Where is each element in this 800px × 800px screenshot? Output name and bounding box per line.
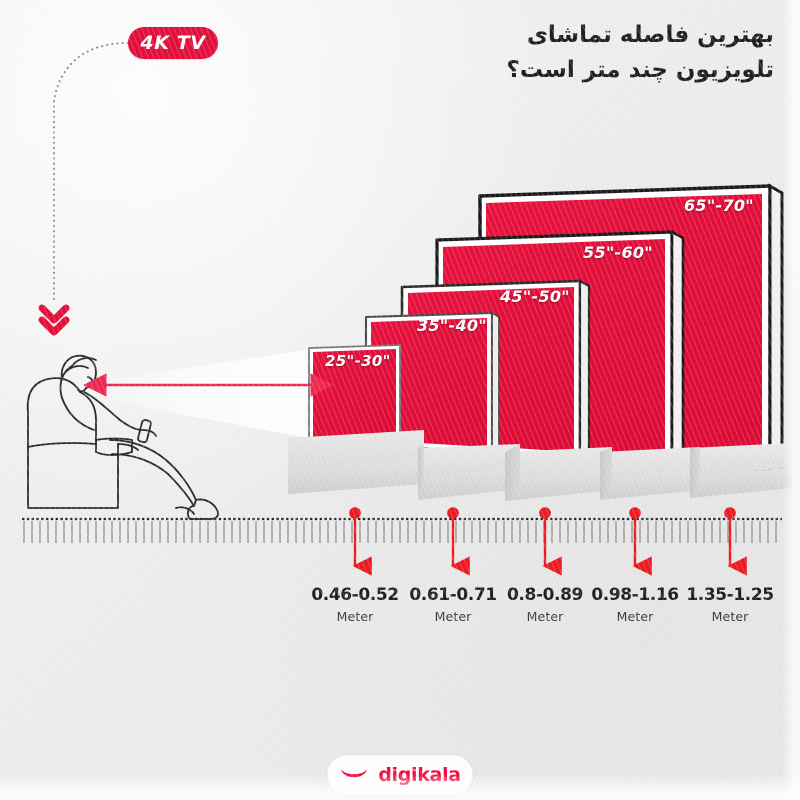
tv-size-label-35-40: 35"-40" bbox=[417, 316, 487, 335]
tv-size-label-25-30: 25"-30" bbox=[325, 352, 391, 370]
tv-stand-55-60 bbox=[600, 447, 700, 500]
tv-size-label-55-60: 55"-60" bbox=[583, 243, 653, 262]
smile-icon bbox=[341, 769, 368, 778]
digikala-logo[interactable]: digikala bbox=[327, 755, 473, 795]
tv-stand-35-40 bbox=[418, 444, 520, 501]
guide-dotted-path bbox=[53, 42, 129, 301]
distance-value: 1.35-1.25 bbox=[686, 585, 774, 605]
headline-line-2: تلویزیون چند متر است؟ bbox=[506, 56, 775, 83]
distance-unit: Meter bbox=[711, 609, 749, 624]
tv-size-label-65-70: 65"-70" bbox=[684, 196, 754, 215]
double-chevron-down-icon bbox=[38, 304, 70, 336]
tv-stand-65-70 bbox=[690, 443, 792, 498]
badge-label: 4K TV bbox=[140, 32, 206, 54]
4k-tv-badge: 4K TV bbox=[128, 27, 218, 59]
tv-stand-25-30 bbox=[288, 430, 424, 494]
tv-size-label-45-50: 45"-50" bbox=[500, 287, 570, 306]
headline-line-1: بهترین فاصله تماشای bbox=[526, 22, 774, 48]
tv-stand-45-50 bbox=[505, 447, 612, 501]
digikala-wordmark: digikala bbox=[378, 764, 461, 786]
distance-readout-65-70: 1.35-1.25 Meter bbox=[670, 585, 790, 624]
ground-hatching bbox=[23, 521, 777, 543]
page-title: بهترین فاصله تماشای تلویزیون چند متر است… bbox=[474, 18, 775, 88]
